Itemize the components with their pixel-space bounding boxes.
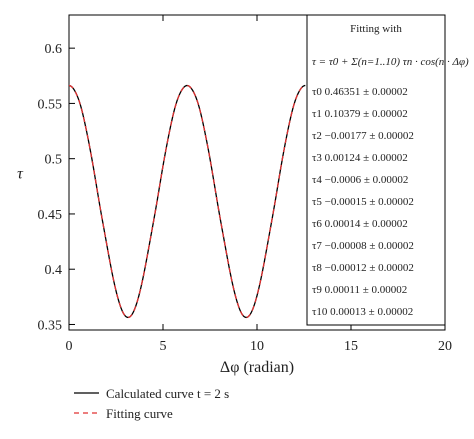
annotation-line: τ7 −0.00008 ± 0.00002 xyxy=(312,240,414,252)
annotation-frame xyxy=(306,14,446,326)
x-tick-label: 10 xyxy=(250,339,264,354)
annotation-line: τ6 0.00014 ± 0.00002 xyxy=(312,218,408,230)
y-tick-label: 0.6 xyxy=(45,42,63,57)
annotation-title: Fitting with xyxy=(350,23,402,35)
ticks: 0 5 10 15 20 0.35 0.4 0.45 0.5 0.55 0.6 Δφ (radian)… xyxy=(17,15,452,376)
annotation-line: τ10 0.00013 ± 0.00002 xyxy=(312,306,413,318)
x-axis-label: Δφ (radian) xyxy=(220,359,294,376)
x-tick-label: 15 xyxy=(344,339,358,354)
y-tick-label: 0.55 xyxy=(38,97,63,112)
annotation-box: Fitting with τ = τ0 + Σ(n=1..10) τn · cos… xyxy=(306,14,469,326)
x-tick-label: 5 xyxy=(160,339,167,354)
curves xyxy=(68,84,306,319)
annotation-line: τ2 −0.00177 ± 0.00002 xyxy=(312,130,414,142)
annotation-formula: τ = τ0 + Σ(n=1..10) τn · cos(n · Δφ) xyxy=(312,56,469,68)
series-calculated-curve xyxy=(68,84,306,319)
legend-label: Calculated curve t = 2 s xyxy=(106,386,229,401)
annotation-line: τ1 0.10379 ± 0.00002 xyxy=(312,108,408,120)
x-tick-label: 20 xyxy=(438,339,452,354)
x-tick-label: 0 xyxy=(66,339,73,354)
y-tick-label: 0.35 xyxy=(38,318,63,333)
annotation-line: τ0 0.46351 ± 0.00002 xyxy=(312,86,408,98)
y-axis-label: τ xyxy=(17,166,24,183)
annotation-line: τ4 −0.0006 ± 0.00002 xyxy=(312,174,408,186)
series-fitting-curve xyxy=(68,84,306,319)
annotation-line: τ3 0.00124 ± 0.00002 xyxy=(312,152,408,164)
y-tick-label: 0.5 xyxy=(45,153,63,168)
legend-label: Fitting curve xyxy=(106,406,173,421)
annotation-line: τ8 −0.00012 ± 0.00002 xyxy=(312,262,414,274)
annotation-line: τ5 −0.00015 ± 0.00002 xyxy=(312,196,414,208)
y-tick-label: 0.45 xyxy=(38,208,63,223)
annotation-line: τ9 0.00011 ± 0.00002 xyxy=(312,284,407,296)
y-tick-label: 0.4 xyxy=(45,263,63,278)
legend: Calculated curve t = 2 s Fitting curve xyxy=(74,386,229,421)
